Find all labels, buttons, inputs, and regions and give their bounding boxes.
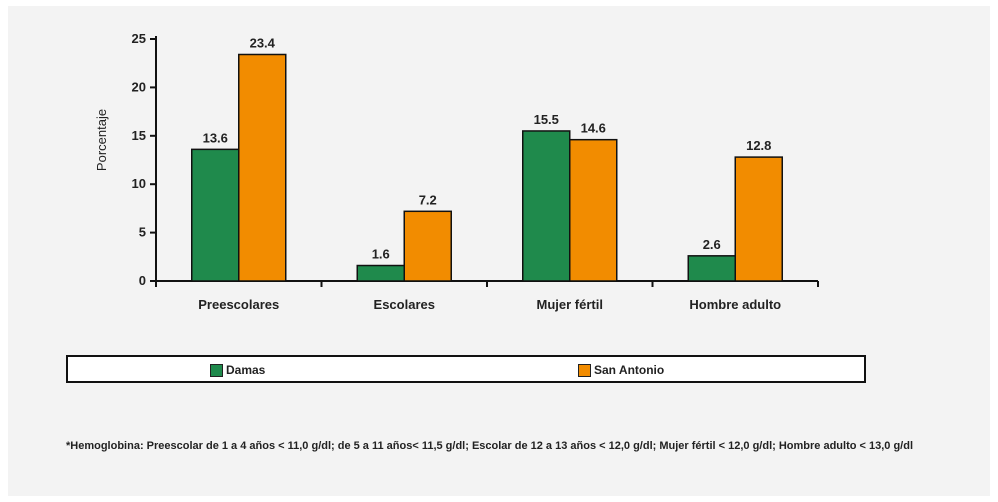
legend: Damas San Antonio <box>66 355 866 383</box>
bar-0-2 <box>522 130 571 282</box>
footnote: *Hemoglobina: Preescolar de 1 a 4 años <… <box>66 440 914 452</box>
y-axis-title: Porcentaje <box>94 109 109 171</box>
chart-frame: 0 5 10 15 20 25 Preescolares 13.6 23.4 Escolares… <box>8 6 990 496</box>
bar-1-0 <box>238 53 287 282</box>
data-label-1-1: 7.2 <box>419 192 437 207</box>
legend-swatch-san-antonio <box>578 363 591 377</box>
y-tick-label-3: 15 <box>132 128 146 143</box>
legend-label-damas: Damas <box>226 363 266 377</box>
data-label-0-3: 2.6 <box>703 237 721 252</box>
bar-1-3 <box>734 156 783 282</box>
data-label-1-3: 12.8 <box>746 138 771 153</box>
legend-item-damas: Damas <box>210 363 265 377</box>
x-category-label-3: Hombre adulto <box>689 297 781 312</box>
legend-swatch-damas <box>210 363 223 377</box>
x-category-label-1: Escolares <box>374 297 435 312</box>
bar-0-1 <box>356 264 405 282</box>
y-tick-label-1: 5 <box>139 225 146 240</box>
x-category-label-0: Preescolares <box>198 297 279 312</box>
chart-bars <box>191 53 783 282</box>
data-label-0-1: 1.6 <box>372 247 390 262</box>
x-category-label-2: Mujer fértil <box>537 297 603 312</box>
bar-1-1 <box>403 210 452 282</box>
y-tick-label-2: 10 <box>132 176 146 191</box>
bar-chart: 0 5 10 15 20 25 Preescolares 13.6 23.4 Escolares… <box>94 31 819 312</box>
bar-0-0 <box>191 148 240 282</box>
chart-labels: Preescolares 13.6 23.4 Escolares 1.6 7.2 Mujer… <box>198 35 781 312</box>
y-tick-label-4: 20 <box>132 79 146 94</box>
bar-1-2 <box>569 138 618 282</box>
data-label-0-0: 13.6 <box>203 130 228 145</box>
data-label-1-0: 23.4 <box>250 35 276 50</box>
y-tick-label-0: 0 <box>139 273 146 288</box>
data-label-0-2: 15.5 <box>534 112 559 127</box>
legend-label-san-antonio: San Antonio <box>594 363 665 377</box>
y-tick-label-5: 25 <box>132 31 146 46</box>
legend-item-san-antonio: San Antonio <box>578 363 664 377</box>
data-label-1-2: 14.6 <box>581 121 606 136</box>
bar-0-3 <box>687 255 736 282</box>
